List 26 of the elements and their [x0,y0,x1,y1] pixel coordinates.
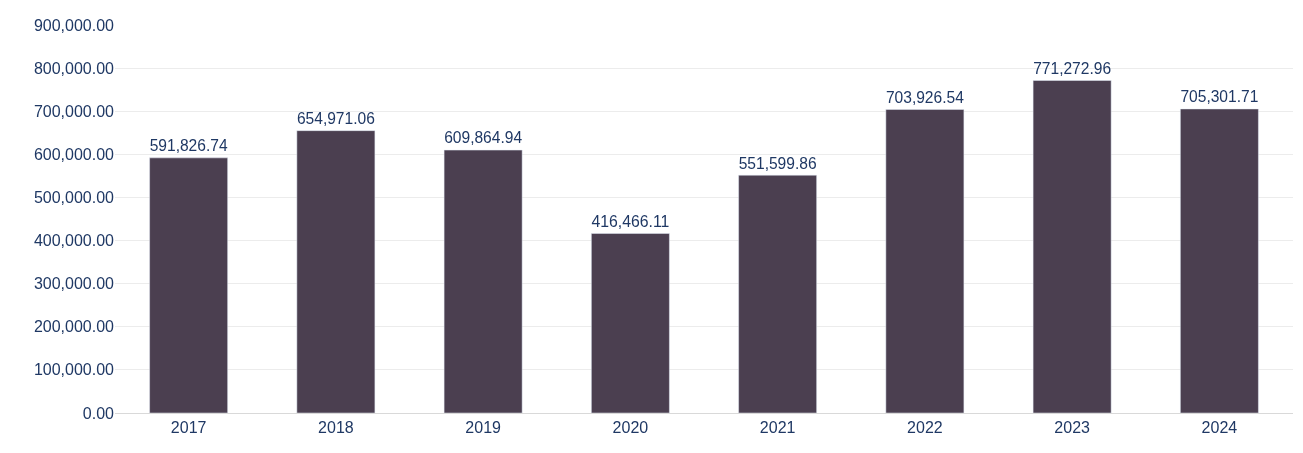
y-tick-label: 800,000.00 [33,59,115,77]
data-label: 654,971.06 [296,109,375,127]
x-tick-label: 2019 [465,419,502,437]
x-tick-label: 2018 [318,419,354,437]
data-label: 705,301.71 [1180,88,1259,106]
x-tick-label: 2021 [759,419,796,437]
data-label: 703,926.54 [885,88,965,106]
x-tick-label: 2017 [170,419,207,437]
y-tick-label: 700,000.00 [33,102,115,120]
y-tick-label: 400,000.00 [33,232,115,250]
y-tick-label: 300,000.00 [33,275,115,293]
data-label: 591,826.74 [149,137,228,155]
y-tick-label: 100,000.00 [33,361,115,379]
x-tick-label: 2022 [907,419,943,437]
y-tick-label: 500,000.00 [33,189,115,207]
data-label: 771,272.96 [1033,59,1112,77]
y-tick-label: 0.00 [82,404,115,422]
x-tick-label: 2020 [612,419,649,437]
data-label: 416,466.11 [591,212,670,230]
y-tick-label: 600,000.00 [33,145,115,163]
data-label: 551,599.86 [738,154,817,172]
x-tick-label: 2023 [1054,419,1091,437]
y-tick-label: 900,000.00 [33,16,115,34]
x-tick-label: 2024 [1201,419,1238,437]
y-tick-label: 200,000.00 [33,318,115,336]
data-label: 609,864.94 [444,129,523,147]
